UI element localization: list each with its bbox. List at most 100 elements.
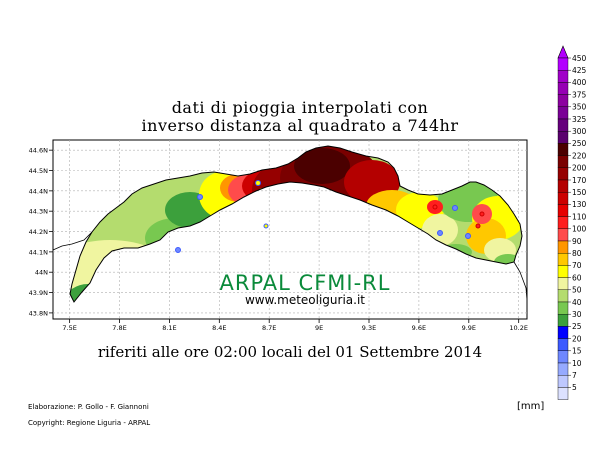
legend-label: 15 — [572, 347, 582, 356]
credits-copyright: Copyright: Regione Liguria - ARPAL — [28, 419, 151, 427]
legend-swatch — [557, 228, 569, 242]
legend-swatch — [557, 130, 569, 144]
station-marker — [437, 230, 443, 236]
legend-label: 20 — [572, 334, 582, 343]
lat-tick-label: 44N — [35, 269, 48, 277]
station-marker — [175, 247, 181, 253]
latitude-axis: 44.6N 44.5N 44.4N 44.3N 44.2N 44.1N 44N 43.9N 43… — [29, 147, 53, 317]
station-marker — [255, 180, 261, 186]
lon-tick-label: 8.1E — [162, 324, 176, 332]
lat-tick-label: 44.1N — [29, 248, 48, 256]
legend-label: 300 — [572, 127, 587, 136]
graticule — [53, 140, 527, 319]
legend-swatch — [557, 118, 569, 132]
legend-label: 90 — [572, 237, 582, 246]
legend-swatch — [557, 57, 569, 71]
legend-swatch — [557, 362, 569, 376]
map-title-line-2: inverso distanza al quadrato a 744hr — [141, 116, 459, 135]
legend-swatch — [557, 191, 569, 205]
lon-tick-label: 8.4E — [212, 324, 226, 332]
legend-label: 40 — [572, 298, 582, 307]
border-line — [52, 231, 93, 251]
lat-tick-label: 44.3N — [29, 208, 48, 216]
legend-swatch — [557, 204, 569, 217]
lon-tick-label: 7.8E — [112, 324, 126, 332]
legend-label: 450 — [572, 54, 587, 63]
longitude-axis: 7.5E 7.8E 8.1E 8.4E 8.7E 9E 9.3E 9.6E 9.9E 10.2E — [62, 319, 528, 332]
station-marker — [263, 223, 269, 229]
legend-swatch — [557, 326, 569, 339]
legend-swatch — [557, 216, 569, 230]
credits-elaboration: Elaborazione: P. Gollo - F. Giannoni — [28, 403, 149, 411]
legend-swatch — [557, 387, 569, 400]
lat-tick-label: 44.4N — [29, 187, 48, 195]
legend-swatch — [557, 94, 569, 107]
legend-label: 220 — [572, 151, 587, 160]
legend-label: 350 — [572, 103, 587, 112]
legend-label: 375 — [572, 90, 587, 99]
lat-tick-label: 44.6N — [29, 147, 48, 155]
legend-label: 170 — [572, 176, 587, 185]
coastline-east — [513, 261, 528, 301]
legend-swatch — [557, 252, 569, 266]
map-title-line-1: dati di pioggia interpolati con — [171, 98, 429, 117]
legend-label: 250 — [572, 139, 587, 148]
legend-swatch — [557, 240, 569, 254]
liguria-outline — [69, 145, 523, 303]
station-marker — [452, 205, 458, 211]
lat-tick-label: 43.8N — [29, 309, 48, 317]
legend-label: 110 — [572, 212, 587, 221]
legend-label: 25 — [572, 322, 582, 331]
legend-swatch — [557, 143, 569, 156]
legend-swatch — [557, 375, 569, 388]
station-marker — [479, 211, 485, 217]
legend-swatch — [557, 314, 569, 327]
lon-tick-label: 9.6E — [412, 324, 426, 332]
legend-label: 100 — [572, 225, 587, 234]
legend-swatch — [557, 350, 569, 364]
legend-swatch — [557, 69, 569, 83]
legend-unit: [mm] — [517, 401, 545, 412]
station-marker — [475, 223, 481, 229]
lat-tick-label: 43.9N — [29, 289, 48, 297]
station-marker — [465, 233, 471, 239]
legend-label: 425 — [572, 66, 587, 75]
map-subtitle: riferiti alle ore 02:00 locali del 01 Se… — [97, 343, 483, 361]
legend-swatch — [557, 82, 569, 95]
station-marker — [197, 194, 203, 200]
legend-label: 7 — [572, 371, 577, 380]
legend-label: 50 — [572, 286, 582, 295]
legend-swatch — [557, 265, 569, 278]
legend-label: 60 — [572, 273, 582, 282]
lat-tick-label: 44.5N — [29, 167, 48, 175]
legend-swatch — [557, 338, 569, 352]
watermark-site: www.meteoliguria.it — [245, 293, 365, 307]
station-markers — [175, 180, 485, 253]
lon-tick-label: 8.7E — [262, 324, 276, 332]
lon-tick-label: 10.2E — [509, 324, 528, 332]
legend-label: 70 — [572, 261, 582, 270]
legend-swatch — [557, 155, 569, 169]
legend-swatch — [557, 106, 569, 120]
watermark-org: ARPAL CFMI-RL — [220, 271, 391, 295]
legend-label: 200 — [572, 164, 587, 173]
lon-tick-label: 9.9E — [462, 324, 476, 332]
legend-swatch — [557, 289, 569, 303]
legend-swatch — [557, 179, 569, 193]
legend-label: 30 — [572, 310, 582, 319]
legend-arrow — [557, 45, 569, 59]
lon-tick-label: 9.3E — [362, 324, 376, 332]
legend-label: 10 — [572, 359, 582, 368]
lat-tick-label: 44.2N — [29, 228, 48, 236]
legend-label: 5 — [572, 383, 577, 392]
lon-tick-label: 7.5E — [62, 324, 76, 332]
legend-label: 325 — [572, 115, 587, 124]
legend-swatch — [557, 301, 569, 315]
legend-swatch — [557, 277, 569, 291]
legend-label: 130 — [572, 200, 587, 209]
legend-label: 80 — [572, 249, 582, 258]
legend-label: 400 — [572, 78, 587, 87]
lon-tick-label: 9E — [315, 324, 323, 332]
